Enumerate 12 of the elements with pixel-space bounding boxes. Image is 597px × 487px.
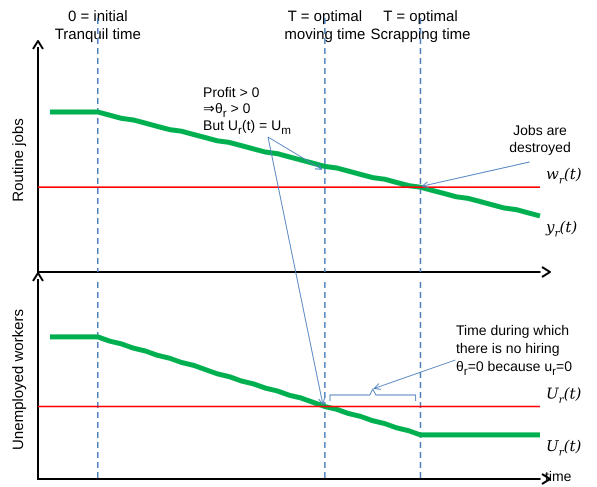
- y-axis-title: Routine jobs: [10, 118, 28, 202]
- annotation: Time during which: [456, 322, 570, 339]
- annotation: ⇒θ$_{r}$ > 0: [203, 100, 250, 120]
- annotation: there is no hiring: [456, 340, 560, 357]
- x-tick-label: 0 = initial Tranquil time: [54, 8, 141, 44]
- annotation: Jobs are destroyed: [508, 122, 572, 156]
- text: Profit > 0: [203, 84, 260, 101]
- x-tick-label: T = optimal Scrapping time: [370, 8, 471, 44]
- x-tick-label: T = optimal moving time: [284, 8, 366, 44]
- y-axis-title: Unemployed workers: [10, 309, 28, 450]
- annotation: θ$_{r}$=0 because u$_{r}$=0: [456, 358, 572, 380]
- annotation: But U$_{r}$(t) = U$_{m}$: [203, 117, 291, 139]
